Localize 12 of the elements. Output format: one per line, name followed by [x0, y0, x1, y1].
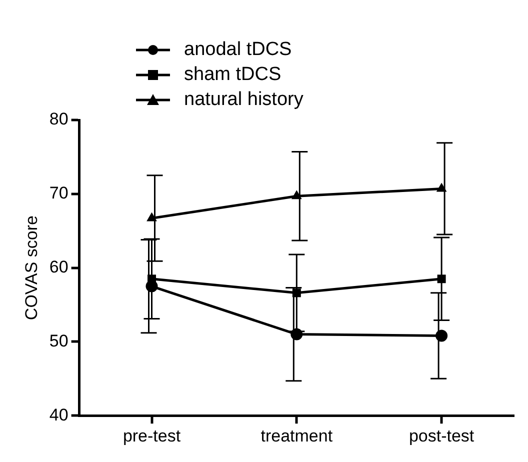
- x-tick-label: post-test: [408, 426, 474, 446]
- y-tick-label: 40: [49, 405, 68, 424]
- y-tick-label: 70: [49, 184, 68, 203]
- y-axis-title: COVAS score: [22, 216, 41, 320]
- y-tick-label: 80: [49, 110, 68, 129]
- legend-label: anodal tDCS: [184, 39, 292, 60]
- x-tick-label: treatment: [260, 426, 333, 446]
- legend-label: natural history: [184, 89, 304, 110]
- legend-label: sham tDCS: [184, 64, 282, 86]
- x-tick-label: pre-test: [122, 426, 181, 446]
- y-tick-label: 50: [49, 331, 68, 350]
- y-tick-label: 60: [49, 257, 68, 276]
